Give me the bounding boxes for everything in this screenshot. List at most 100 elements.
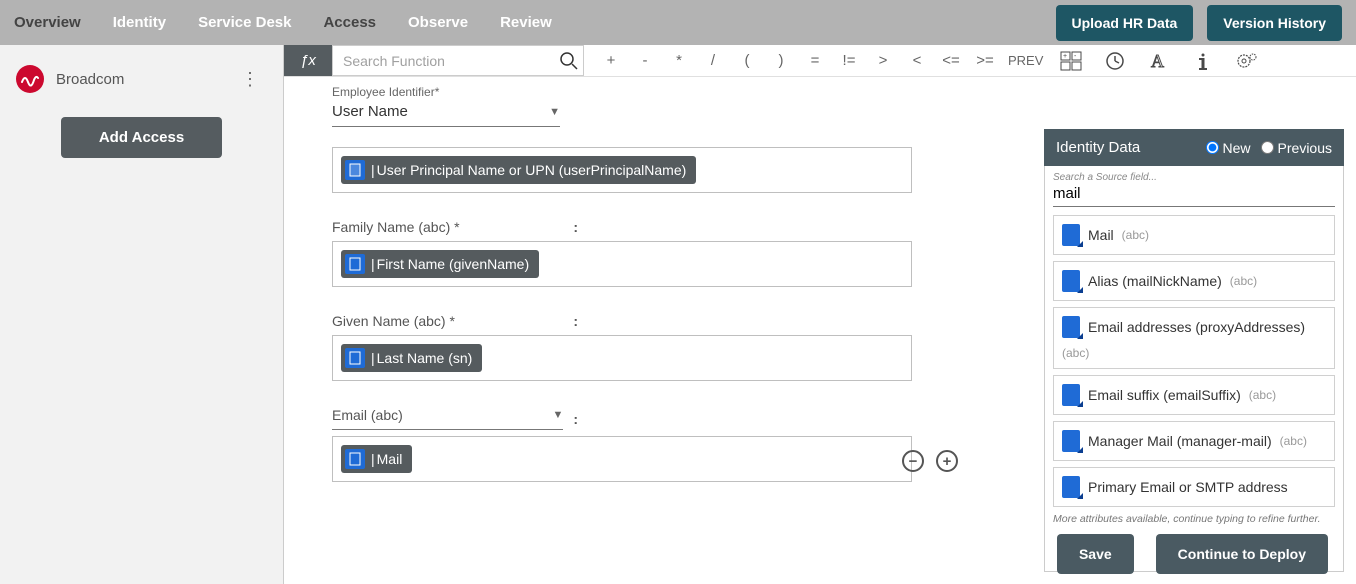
field-icon xyxy=(345,254,365,274)
source-field-item[interactable]: Alias (mailNickName) (abc) xyxy=(1053,261,1335,301)
gear-icon[interactable] xyxy=(1225,51,1269,71)
org-row: Broadcom ⋮ xyxy=(10,59,273,111)
chevron-down-icon: ▼ xyxy=(552,409,563,421)
first-name-token[interactable]: | First Name (givenName) xyxy=(341,250,539,278)
given-name-label: Given Name (abc) *: xyxy=(332,313,578,329)
source-search-input[interactable] xyxy=(1053,183,1335,207)
mail-token[interactable]: | Mail xyxy=(341,445,412,473)
svg-text:-: - xyxy=(1074,53,1077,60)
add-field-button[interactable]: + xyxy=(936,450,958,472)
upn-field-box[interactable]: | User Principal Name or UPN (userPrinci… xyxy=(332,147,912,193)
op-minus[interactable]: - xyxy=(628,52,662,69)
field-icon xyxy=(345,348,365,368)
mail-token-label: Mail xyxy=(377,451,403,467)
radio-new[interactable]: New xyxy=(1206,140,1251,156)
employee-identifier-label: Employee Identifier* xyxy=(332,85,988,99)
family-name-label: Family Name (abc) *: xyxy=(332,219,578,235)
main-area: ƒx + - * / ( ) = != > < <= >= PREV xyxy=(284,45,1356,584)
clock-icon[interactable] xyxy=(1093,51,1137,71)
field-icon xyxy=(345,449,365,469)
radio-new-input[interactable] xyxy=(1206,141,1219,154)
field-icon xyxy=(1062,316,1080,338)
formula-bar: ƒx + - * / ( ) = != > < <= >= PREV xyxy=(284,45,1356,77)
prev-button[interactable]: PREV xyxy=(1002,53,1049,68)
field-name: Email suffix (emailSuffix) xyxy=(1088,387,1241,403)
field-type: (abc) xyxy=(1122,228,1149,242)
panel-title: Identity Data xyxy=(1056,139,1140,156)
field-name: Mail xyxy=(1088,227,1114,243)
radio-previous-input[interactable] xyxy=(1261,141,1274,154)
fx-button[interactable]: ƒx xyxy=(284,45,332,76)
radio-previous[interactable]: Previous xyxy=(1261,140,1332,156)
info-icon[interactable] xyxy=(1181,51,1225,71)
op-eq[interactable]: = xyxy=(798,52,832,69)
op-gt[interactable]: > xyxy=(866,52,900,69)
top-nav: Overview Identity Service Desk Access Ob… xyxy=(14,14,552,31)
nav-servicedesk[interactable]: Service Desk xyxy=(198,14,291,31)
function-search-input[interactable] xyxy=(333,53,555,69)
op-lparen[interactable]: ( xyxy=(730,52,764,69)
nav-access[interactable]: Access xyxy=(323,14,376,31)
op-plus[interactable]: + xyxy=(594,52,628,69)
given-name-field-box[interactable]: | Last Name (sn) xyxy=(332,335,912,381)
continue-to-deploy-button[interactable]: Continue to Deploy xyxy=(1156,534,1328,574)
op-gte[interactable]: >= xyxy=(968,52,1002,69)
row-actions: − + xyxy=(902,450,958,472)
footer-buttons: Save Continue to Deploy xyxy=(1057,534,1328,574)
fx-search-wrap xyxy=(332,45,584,76)
op-rparen[interactable]: ) xyxy=(764,52,798,69)
op-neq[interactable]: != xyxy=(832,52,866,69)
version-history-button[interactable]: Version History xyxy=(1207,5,1342,41)
add-access-button[interactable]: Add Access xyxy=(61,117,222,158)
field-icon xyxy=(1062,430,1080,452)
nav-observe[interactable]: Observe xyxy=(408,14,468,31)
calc-icon[interactable]: +- xyxy=(1049,51,1093,71)
panel-body: Search a Source field... Mail (abc)Alias… xyxy=(1044,166,1344,572)
field-type: (abc) xyxy=(1230,274,1257,288)
org-name: Broadcom xyxy=(56,71,124,88)
field-icon xyxy=(1062,384,1080,406)
top-bar: Overview Identity Service Desk Access Ob… xyxy=(0,0,1356,45)
field-type: (abc) xyxy=(1280,434,1307,448)
top-buttons: Upload HR Data Version History xyxy=(1056,5,1343,41)
field-icon xyxy=(1062,224,1080,246)
more-note: More attributes available, continue typi… xyxy=(1053,513,1335,525)
source-field-item[interactable]: Mail (abc) xyxy=(1053,215,1335,255)
email-label-row: Email (abc) ▼ : xyxy=(332,407,578,430)
panel-header: Identity Data New Previous xyxy=(1044,129,1344,166)
upload-hr-data-button[interactable]: Upload HR Data xyxy=(1056,5,1194,41)
chevron-down-icon: ▼ xyxy=(549,106,560,118)
email-field-box[interactable]: | Mail xyxy=(332,436,912,482)
field-type: (abc) xyxy=(1249,388,1276,402)
op-mult[interactable]: * xyxy=(662,52,696,69)
org-menu-icon[interactable]: ⋮ xyxy=(233,71,267,87)
save-button[interactable]: Save xyxy=(1057,534,1134,574)
field-name: Email addresses (proxyAddresses) xyxy=(1088,319,1305,335)
last-name-token[interactable]: | Last Name (sn) xyxy=(341,344,482,372)
sidebar: Broadcom ⋮ Add Access xyxy=(0,45,284,584)
field-icon xyxy=(1062,270,1080,292)
last-name-token-label: Last Name (sn) xyxy=(377,350,473,366)
source-field-item[interactable]: Manager Mail (manager-mail) (abc) xyxy=(1053,421,1335,461)
source-field-item[interactable]: Email addresses (proxyAddresses) (abc) xyxy=(1053,307,1335,369)
op-lte[interactable]: <= xyxy=(934,52,968,69)
search-icon[interactable] xyxy=(555,51,583,71)
email-select[interactable]: Email (abc) ▼ xyxy=(332,407,563,430)
form-area: Employee Identifier* User Name ▼ | User … xyxy=(284,77,1036,584)
source-field-item[interactable]: Email suffix (emailSuffix) (abc) xyxy=(1053,375,1335,415)
op-div[interactable]: / xyxy=(696,52,730,69)
nav-identity[interactable]: Identity xyxy=(113,14,166,31)
first-name-token-label: First Name (givenName) xyxy=(377,256,529,272)
employee-identifier-select[interactable]: User Name ▼ xyxy=(332,99,560,127)
svg-text:+: + xyxy=(1063,53,1067,60)
remove-field-button[interactable]: − xyxy=(902,450,924,472)
nav-overview[interactable]: Overview xyxy=(14,14,81,31)
text-icon[interactable]: A xyxy=(1137,51,1181,71)
family-name-field-box[interactable]: | First Name (givenName) xyxy=(332,241,912,287)
nav-review[interactable]: Review xyxy=(500,14,552,31)
upn-token[interactable]: | User Principal Name or UPN (userPrinci… xyxy=(341,156,696,184)
source-search-label: Search a Source field... xyxy=(1053,172,1335,183)
employee-identifier-value: User Name xyxy=(332,103,408,120)
op-lt[interactable]: < xyxy=(900,52,934,69)
source-field-item[interactable]: Primary Email or SMTP address xyxy=(1053,467,1335,507)
